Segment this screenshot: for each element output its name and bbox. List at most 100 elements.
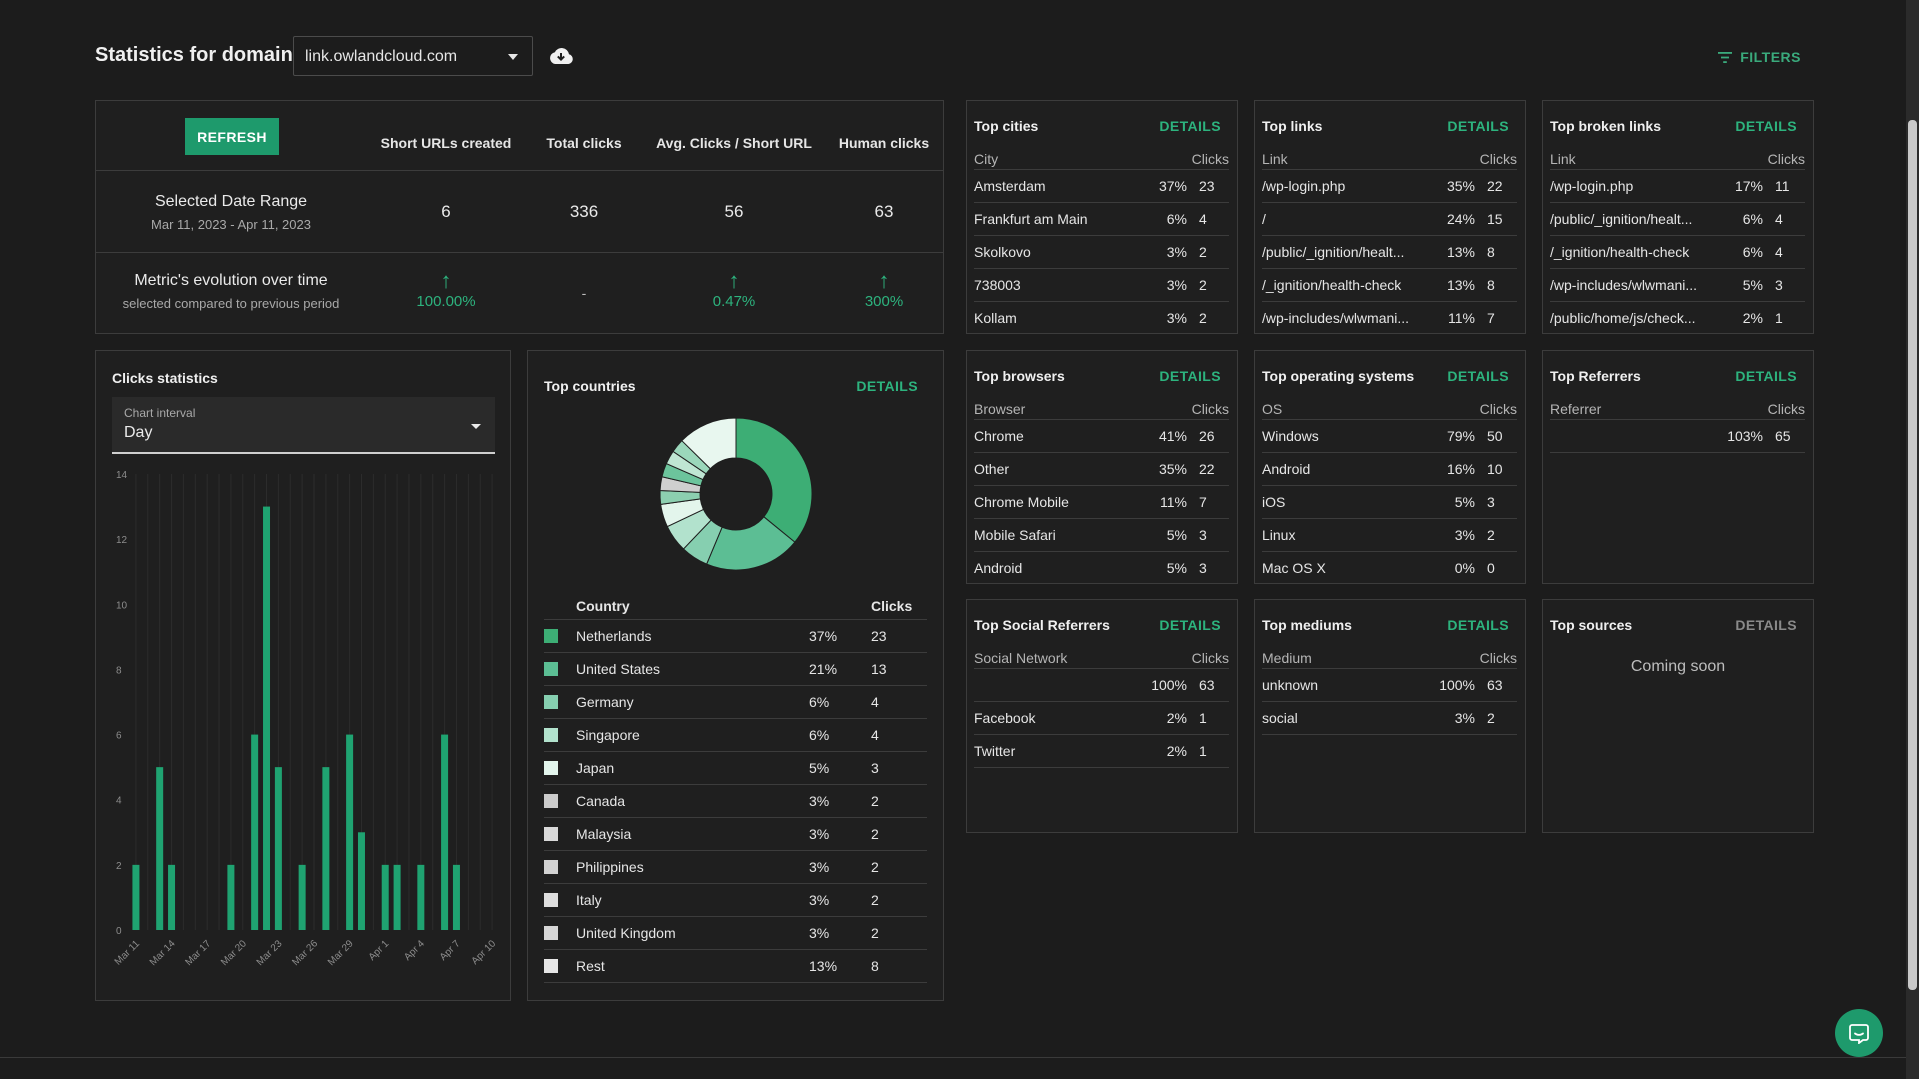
- details-link[interactable]: DETAILS: [1447, 368, 1509, 384]
- value-avg-clicks: 56: [724, 202, 744, 221]
- table-header: Link Clicks: [1550, 148, 1805, 170]
- chart-interval-label: Chart interval: [124, 406, 196, 420]
- table-row[interactable]: /wp-login.php 17% 11: [1550, 170, 1805, 203]
- table-row[interactable]: /wp-includes/wlwmani... 5% 3: [1550, 269, 1805, 302]
- table-row[interactable]: Singapore 6% 4: [544, 719, 927, 752]
- bar-mar-23: [274, 767, 282, 930]
- table-row[interactable]: United Kingdom 3% 2: [544, 917, 927, 950]
- table-row[interactable]: 103% 65: [1550, 420, 1805, 453]
- refresh-button[interactable]: REFRESH: [185, 118, 279, 155]
- x-tick-label: Apr 7: [438, 938, 463, 963]
- row-clicks: 2: [1199, 244, 1207, 260]
- table-row[interactable]: Japan 5% 3: [544, 752, 927, 785]
- table-row[interactable]: Twitter 2% 1: [974, 735, 1229, 768]
- table-row[interactable]: Facebook 2% 1: [974, 702, 1229, 735]
- row-percent: 0%: [1454, 560, 1475, 576]
- table-row[interactable]: /wp-includes/wlwmani... 11% 7: [1262, 302, 1517, 333]
- legend-swatch: [544, 959, 558, 973]
- legend-swatch: [544, 893, 558, 907]
- table-row[interactable]: Mac OS X 0% 0: [1262, 552, 1517, 583]
- table-row[interactable]: Windows 79% 50: [1262, 420, 1517, 453]
- table-row[interactable]: iOS 5% 3: [1262, 486, 1517, 519]
- table-row[interactable]: Amsterdam 37% 23: [974, 170, 1229, 203]
- table-row[interactable]: unknown 100% 63: [1262, 669, 1517, 702]
- table-row[interactable]: Android 16% 10: [1262, 453, 1517, 486]
- table-row[interactable]: Philippines 3% 2: [544, 851, 927, 884]
- table-row[interactable]: Linux 3% 2: [1262, 519, 1517, 552]
- table-row[interactable]: Android 5% 3: [974, 552, 1229, 583]
- table-header: OS Clicks: [1262, 398, 1517, 420]
- details-link[interactable]: DETAILS: [1159, 118, 1221, 134]
- filters-button[interactable]: FILTERS: [1718, 49, 1801, 65]
- table-row[interactable]: / 24% 15: [1262, 203, 1517, 236]
- details-link[interactable]: DETAILS: [1159, 617, 1221, 633]
- table-row[interactable]: Germany 6% 4: [544, 686, 927, 719]
- domain-select[interactable]: link.owlandcloud.com: [293, 36, 533, 76]
- table-row[interactable]: /public/home/js/check... 2% 1: [1550, 302, 1805, 333]
- column-header-clicks: Clicks: [1767, 150, 1805, 167]
- table-row[interactable]: Chrome Mobile 11% 7: [974, 486, 1229, 519]
- details-link[interactable]: DETAILS: [1159, 368, 1221, 384]
- bar-apr-6: [441, 734, 449, 930]
- table-row[interactable]: 100% 63: [974, 669, 1229, 702]
- table-row[interactable]: Kollam 3% 2: [974, 302, 1229, 333]
- cloud-download-icon[interactable]: [548, 46, 574, 66]
- table-row[interactable]: /_ignition/health-check 13% 8: [1262, 269, 1517, 302]
- table-row[interactable]: /public/_ignition/healt... 6% 4: [1550, 203, 1805, 236]
- table-row[interactable]: /_ignition/health-check 6% 4: [1550, 236, 1805, 269]
- row-clicks: 7: [1199, 494, 1207, 510]
- table-row[interactable]: social 3% 2: [1262, 702, 1517, 735]
- table-row[interactable]: Italy 3% 2: [544, 884, 927, 917]
- table-row[interactable]: 738003 3% 2: [974, 269, 1229, 302]
- chart-interval-select[interactable]: Chart interval Day: [112, 397, 495, 454]
- x-tick-label: Apr 4: [402, 938, 427, 963]
- details-link[interactable]: DETAILS: [1447, 118, 1509, 134]
- row-clicks: 7: [1487, 310, 1495, 326]
- table-row[interactable]: Frankfurt am Main 6% 4: [974, 203, 1229, 236]
- card-title: Top operating systems: [1262, 368, 1415, 384]
- divider: [0, 1057, 1906, 1058]
- summary-card: REFRESH Short URLs created Total clicks …: [95, 100, 944, 334]
- row-percent: 2%: [1166, 710, 1187, 726]
- column-header-clicks: Clicks: [1191, 649, 1229, 666]
- chat-button[interactable]: [1835, 1009, 1883, 1057]
- scrollbar-thumb[interactable]: [1908, 120, 1917, 990]
- table-row[interactable]: United States 21% 13: [544, 653, 927, 686]
- details-link[interactable]: DETAILS: [1735, 118, 1797, 134]
- caret-down-icon: [508, 54, 518, 60]
- card-title: Top mediums: [1262, 617, 1352, 633]
- row-percent: 5%: [1166, 527, 1187, 543]
- row-clicks: 4: [1775, 244, 1783, 260]
- row-clicks: 0: [1487, 560, 1495, 576]
- country-clicks: 4: [871, 727, 879, 743]
- table-row[interactable]: Mobile Safari 5% 3: [974, 519, 1229, 552]
- date-range-label: Selected Date Range Mar 11, 2023 - Apr 1…: [96, 193, 366, 232]
- column-header-name: Medium: [1262, 649, 1312, 666]
- table-row[interactable]: Other 35% 22: [974, 453, 1229, 486]
- details-link[interactable]: DETAILS: [1447, 617, 1509, 633]
- table-row[interactable]: Skolkovo 3% 2: [974, 236, 1229, 269]
- row-percent: 3%: [1166, 277, 1187, 293]
- x-tick-label: Mar 26: [290, 938, 320, 968]
- table-row[interactable]: Malaysia 3% 2: [544, 818, 927, 851]
- table-row[interactable]: Netherlands 37% 23: [544, 620, 927, 653]
- evolution-human-clicks: ↑ 300%: [865, 270, 903, 311]
- value-human-clicks: 63: [874, 202, 894, 221]
- table-row[interactable]: Canada 3% 2: [544, 785, 927, 818]
- country-percent: 3%: [809, 892, 830, 908]
- row-clicks: 65: [1775, 428, 1791, 444]
- top-countries-details-link[interactable]: DETAILS: [856, 378, 918, 394]
- table-row[interactable]: /public/_ignition/healt... 13% 8: [1262, 236, 1517, 269]
- y-tick-label: 8: [116, 665, 122, 676]
- bar-mar-29: [346, 734, 354, 930]
- row-clicks: 3: [1487, 494, 1495, 510]
- row-clicks: 1: [1775, 310, 1783, 326]
- details-link[interactable]: DETAILS: [1735, 368, 1797, 384]
- table-row[interactable]: /wp-login.php 35% 22: [1262, 170, 1517, 203]
- table-row[interactable]: Chrome 41% 26: [974, 420, 1229, 453]
- row-label: Skolkovo: [974, 244, 1031, 260]
- table-row[interactable]: Rest 13% 8: [544, 950, 927, 983]
- card-table: Social Network Clicks 100% 63 Facebook 2%…: [974, 647, 1229, 832]
- row-clicks: 63: [1199, 677, 1215, 693]
- scrollbar[interactable]: [1906, 0, 1919, 1079]
